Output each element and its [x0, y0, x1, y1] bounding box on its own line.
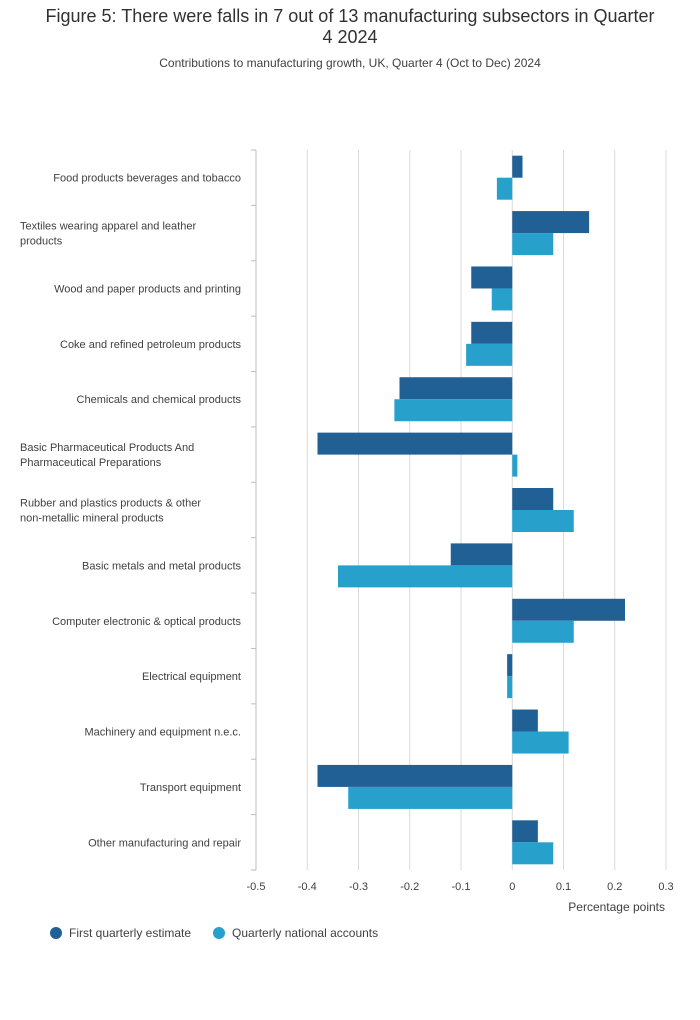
x-tick-label: -0.4: [298, 881, 317, 893]
bar-qna-3: [466, 343, 513, 366]
legend-label-first-estimate: First quarterly estimate: [69, 926, 192, 940]
bar-first-estimate-12: [512, 820, 538, 843]
category-label: Machinery and equipment n.e.c.: [84, 727, 241, 739]
bar-qna-1: [512, 233, 554, 256]
bar-qna-5: [512, 454, 518, 477]
bar-qna-9: [507, 676, 513, 699]
category-label: Transport equipment: [140, 782, 241, 794]
bar-qna-0: [496, 177, 513, 200]
bar-qna-11: [348, 786, 513, 809]
category-label: Basic Pharmaceutical Products And Pharmac…: [20, 442, 194, 469]
category-label: Chemicals and chemical products: [77, 394, 242, 406]
bar-first-estimate-4: [399, 377, 513, 400]
x-tick-label: 0.1: [556, 881, 571, 893]
category-label: Wood and paper products and printing: [54, 283, 241, 295]
category-label: Rubber and plastics products & other non-…: [20, 498, 201, 525]
bar-first-estimate-6: [512, 488, 554, 510]
bar-first-estimate-3: [471, 321, 513, 344]
category-label: Textiles wearing apparel and leather prod…: [20, 221, 196, 248]
bar-qna-2: [491, 288, 513, 311]
bar-qna-12: [512, 842, 554, 865]
category-label: Basic metals and metal products: [82, 560, 241, 572]
legend-item-first-estimate[interactable]: First quarterly estimate: [50, 926, 191, 940]
bar-qna-4: [394, 399, 513, 422]
bar-first-estimate-1: [512, 211, 590, 234]
bar-qna-7: [338, 565, 513, 588]
legend-swatch-quarterly-national-accounts: [213, 927, 226, 939]
x-tick-label: -0.3: [349, 881, 368, 893]
category-label: Food products beverages and tobacco: [53, 173, 241, 185]
x-axis-title: Percentage points: [568, 900, 665, 914]
chart-subtitle: Contributions to manufacturing growth, U…: [159, 56, 541, 70]
category-label: Coke and refined petroleum products: [60, 339, 241, 351]
legend: First quarterly estimate Quarterly natio…: [50, 926, 378, 940]
bar-first-estimate-7: [450, 543, 513, 566]
category-label: Electrical equipment: [142, 671, 241, 683]
bar-qna-8: [512, 620, 574, 643]
category-label: Computer electronic & optical products: [52, 616, 241, 628]
x-tick-label: 0.3: [658, 881, 673, 893]
x-tick-label: -0.2: [400, 881, 419, 893]
bar-first-estimate-9: [507, 654, 513, 677]
bar-first-estimate-11: [317, 764, 513, 787]
chart-title: Figure 5: There were falls in 7 out of 1…: [45, 6, 655, 47]
bar-qna-6: [512, 510, 574, 532]
bar-first-estimate-8: [512, 598, 625, 621]
bar-first-estimate-5: [317, 432, 513, 455]
legend-swatch-first-estimate: [50, 927, 62, 939]
bar-qna-10: [512, 731, 569, 754]
bar-first-estimate-2: [471, 266, 513, 289]
x-tick-label: -0.1: [452, 881, 471, 893]
category-label: Other manufacturing and repair: [88, 837, 241, 849]
bar-first-estimate-0: [512, 155, 523, 178]
legend-item-quarterly-national-accounts[interactable]: Quarterly national accounts: [213, 926, 378, 940]
x-tick-label: 0.2: [607, 881, 622, 893]
x-tick-label: 0: [509, 881, 515, 893]
bar-first-estimate-10: [512, 709, 538, 732]
legend-label-quarterly-national-accounts: Quarterly national accounts: [232, 926, 379, 940]
x-tick-label: -0.5: [247, 881, 266, 893]
